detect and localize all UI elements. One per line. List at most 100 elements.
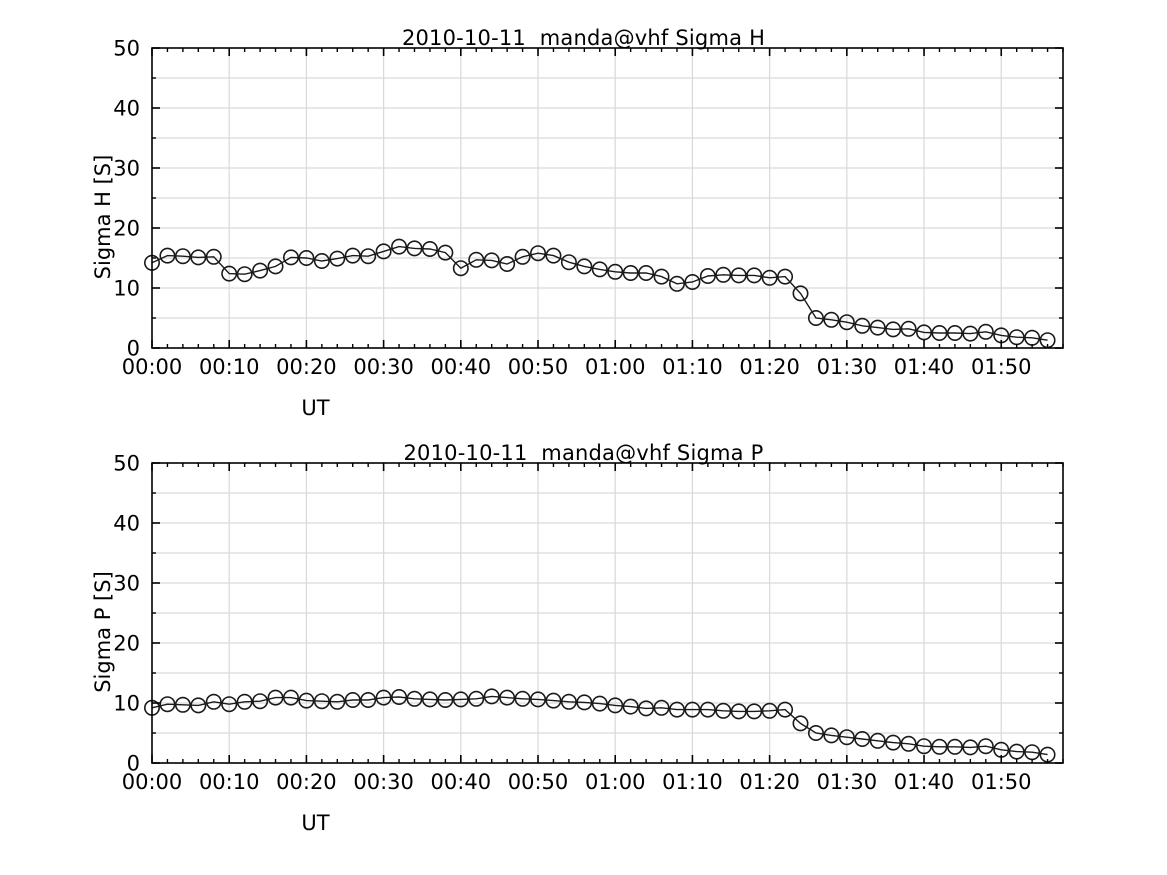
data-point-marker — [854, 317, 871, 334]
data-point-marker — [591, 261, 608, 278]
data-point-marker — [962, 325, 979, 342]
data-point-marker — [777, 268, 794, 285]
data-point-marker — [730, 267, 747, 284]
data-point-marker — [530, 691, 547, 708]
data-point-marker — [174, 696, 191, 713]
data-point-marker — [838, 314, 855, 331]
y-tick-label: 10 — [113, 277, 140, 301]
data-point-marker — [560, 693, 577, 710]
axis-ticks: 0 10 20 30 40 50 00:00 00:10 00:20 00:30 00:40 00:5… — [113, 37, 1064, 379]
y-tick-label: 30 — [113, 572, 140, 596]
data-point-marker — [746, 267, 763, 284]
data-point-marker — [421, 691, 438, 708]
data-point-marker — [360, 248, 377, 265]
x-tick-label: 01:50 — [971, 770, 1032, 794]
data-series[interactable] — [144, 238, 1056, 349]
data-point-marker — [576, 258, 593, 275]
data-point-marker — [715, 702, 732, 719]
data-point-marker — [252, 262, 269, 279]
data-point-marker — [591, 695, 608, 712]
data-point-marker — [622, 264, 639, 281]
data-point-marker — [807, 724, 824, 741]
data-point-marker — [684, 273, 701, 290]
data-point-marker — [329, 693, 346, 710]
x-tick-label: 00:30 — [353, 355, 414, 379]
data-point-marker — [437, 244, 454, 261]
data-point-marker — [869, 319, 886, 336]
x-tick-label: 01:00 — [585, 355, 646, 379]
x-tick-label: 01:20 — [739, 355, 800, 379]
y-tick-label: 0 — [127, 337, 140, 361]
x-tick-label: 01:10 — [662, 770, 723, 794]
data-point-marker — [838, 729, 855, 746]
data-series[interactable] — [144, 688, 1056, 763]
data-point-marker — [946, 738, 963, 755]
data-point-marker — [869, 732, 886, 749]
data-point-marker — [437, 691, 454, 708]
data-point-marker — [653, 699, 670, 716]
data-point-marker — [499, 255, 516, 272]
x-tick-label: 00:50 — [508, 770, 569, 794]
data-point-marker — [607, 697, 624, 714]
x-tick-label: 01:20 — [739, 770, 800, 794]
y-tick-label: 10 — [113, 692, 140, 716]
x-tick-label: 00:10 — [199, 770, 260, 794]
data-point-marker — [699, 267, 716, 284]
data-point-marker — [452, 691, 469, 708]
data-point-marker — [607, 263, 624, 280]
data-point-marker — [576, 694, 593, 711]
x-tick-label: 00:50 — [508, 355, 569, 379]
data-point-marker — [221, 265, 238, 282]
data-point-marker — [900, 320, 917, 337]
data-point-marker — [962, 739, 979, 756]
data-point-marker — [205, 693, 222, 710]
data-point-marker — [931, 738, 948, 755]
gridlines — [152, 463, 1063, 763]
y-tick-label: 20 — [113, 632, 140, 656]
y-tick-label: 50 — [113, 452, 140, 476]
x-tick-label: 01:40 — [894, 355, 955, 379]
x-tick-label: 01:30 — [817, 355, 878, 379]
y-tick-label: 20 — [113, 217, 140, 241]
data-point-marker — [946, 324, 963, 341]
data-point-marker — [499, 689, 516, 706]
data-point-marker — [298, 692, 315, 709]
data-point-marker — [1008, 743, 1025, 760]
data-point-marker — [252, 693, 269, 710]
data-point-marker — [159, 247, 176, 264]
data-point-marker — [638, 700, 655, 717]
data-point-marker — [344, 247, 361, 264]
data-point-marker — [730, 703, 747, 720]
data-point-marker — [406, 240, 423, 257]
data-point-marker — [421, 241, 438, 258]
x-tick-label: 01:40 — [894, 770, 955, 794]
data-point-marker — [514, 248, 531, 265]
data-point-marker — [344, 691, 361, 708]
data-point-marker — [282, 249, 299, 266]
y-tick-label: 40 — [113, 97, 140, 121]
data-point-marker — [622, 698, 639, 715]
data-point-marker — [885, 321, 902, 338]
data-point-marker — [900, 735, 917, 752]
data-point-marker — [391, 688, 408, 705]
data-point-marker — [236, 266, 253, 283]
data-point-marker — [560, 254, 577, 271]
x-tick-label: 00:00 — [122, 355, 183, 379]
y-tick-label: 40 — [113, 512, 140, 536]
data-point-marker — [375, 243, 392, 260]
x-tick-label: 00:30 — [353, 770, 414, 794]
data-point-marker — [916, 738, 933, 755]
x-tick-label: 00:00 — [122, 770, 183, 794]
data-point-marker — [452, 260, 469, 277]
data-point-marker — [807, 309, 824, 326]
data-point-marker — [221, 696, 238, 713]
plot-area-sigma-p[interactable]: 0 10 20 30 40 50 00:00 00:10 00:20 00:30 00:40 00:5… — [0, 415, 1167, 845]
plot-area-sigma-h[interactable]: 0 10 20 30 40 50 00:00 00:10 00:20 00:30 00:40 00:5… — [0, 0, 1167, 430]
data-point-marker — [190, 249, 207, 266]
data-point-marker — [267, 258, 284, 275]
data-point-marker — [514, 690, 531, 707]
data-point-marker — [530, 245, 547, 262]
data-point-marker — [761, 702, 778, 719]
data-point-marker — [638, 264, 655, 281]
